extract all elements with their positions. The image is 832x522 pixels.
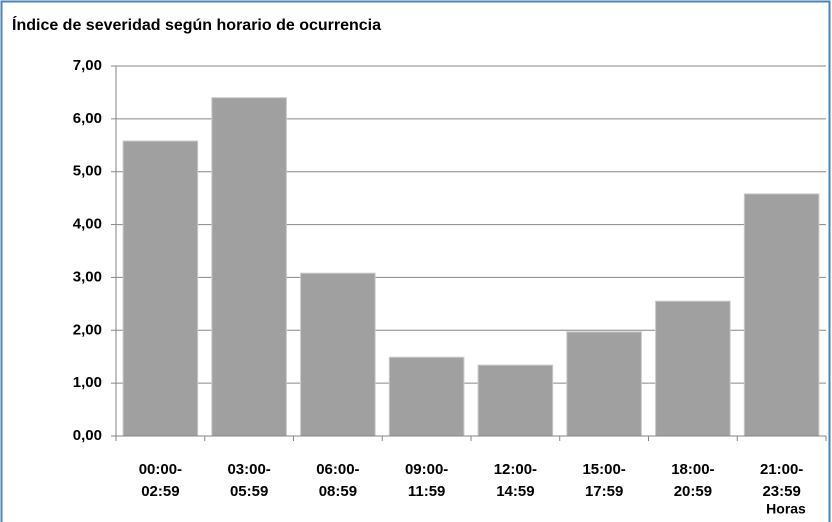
- x-tick-label: 15:00- 17:59: [582, 461, 625, 500]
- x-tick-label-line: 11:59: [408, 483, 446, 500]
- x-tick-label-line: 20:59: [674, 483, 712, 500]
- x-tick-label: 18:00- 20:59: [671, 461, 714, 500]
- x-tick-label-line: 12:00-: [494, 461, 537, 478]
- y-tick-label: 6,00: [73, 110, 102, 127]
- y-tick-label: 5,00: [73, 163, 102, 180]
- bar: [300, 272, 376, 437]
- x-tick-label-line: 00:00-: [139, 461, 182, 478]
- y-tick-label: 1,00: [73, 374, 102, 391]
- y-tick-label: 0,00: [73, 427, 102, 444]
- x-tick-label-line: 06:00-: [316, 461, 359, 478]
- y-tick-label: 4,00: [73, 216, 102, 233]
- x-axis-label: Horas: [766, 501, 806, 517]
- x-tick-label: 21:00- 23:59: [760, 461, 803, 500]
- x-tick-label-line: 15:00-: [582, 461, 625, 478]
- x-tick-label-line: 17:59: [585, 483, 623, 500]
- x-tick-label-line: 18:00-: [671, 461, 714, 478]
- bar: [211, 97, 287, 437]
- y-tick-label: 3,00: [73, 268, 102, 285]
- x-tick-label: 12:00- 14:59: [494, 461, 537, 500]
- x-tick-label-line: 03:00-: [227, 461, 270, 478]
- bar: [655, 300, 731, 437]
- x-tick-label-line: 09:00-: [405, 461, 448, 478]
- chart-title: Índice de severidad según horario de ocu…: [12, 15, 381, 34]
- bar: [477, 364, 554, 437]
- x-tick-label-line: 08:59: [319, 483, 357, 500]
- y-tick-label: 2,00: [73, 321, 102, 338]
- x-tick-label: 03:00- 05:59: [227, 461, 270, 500]
- bar: [566, 331, 642, 437]
- x-tick-label: 00:00- 02:59: [139, 461, 182, 500]
- x-tick-label-line: 05:59: [230, 483, 268, 500]
- x-tick-label-line: 02:59: [141, 483, 179, 500]
- x-tick-label: 09:00- 11:59: [405, 461, 448, 500]
- y-tick-label: 7,00: [73, 57, 102, 74]
- x-tick-label-line: 23:59: [762, 483, 800, 500]
- bar: [743, 193, 820, 437]
- x-tick-label-line: 21:00-: [760, 461, 803, 478]
- bar: [122, 140, 199, 437]
- bar: [388, 356, 465, 437]
- x-tick-label-line: 14:59: [496, 483, 534, 500]
- x-tick-label: 06:00- 08:59: [316, 461, 359, 500]
